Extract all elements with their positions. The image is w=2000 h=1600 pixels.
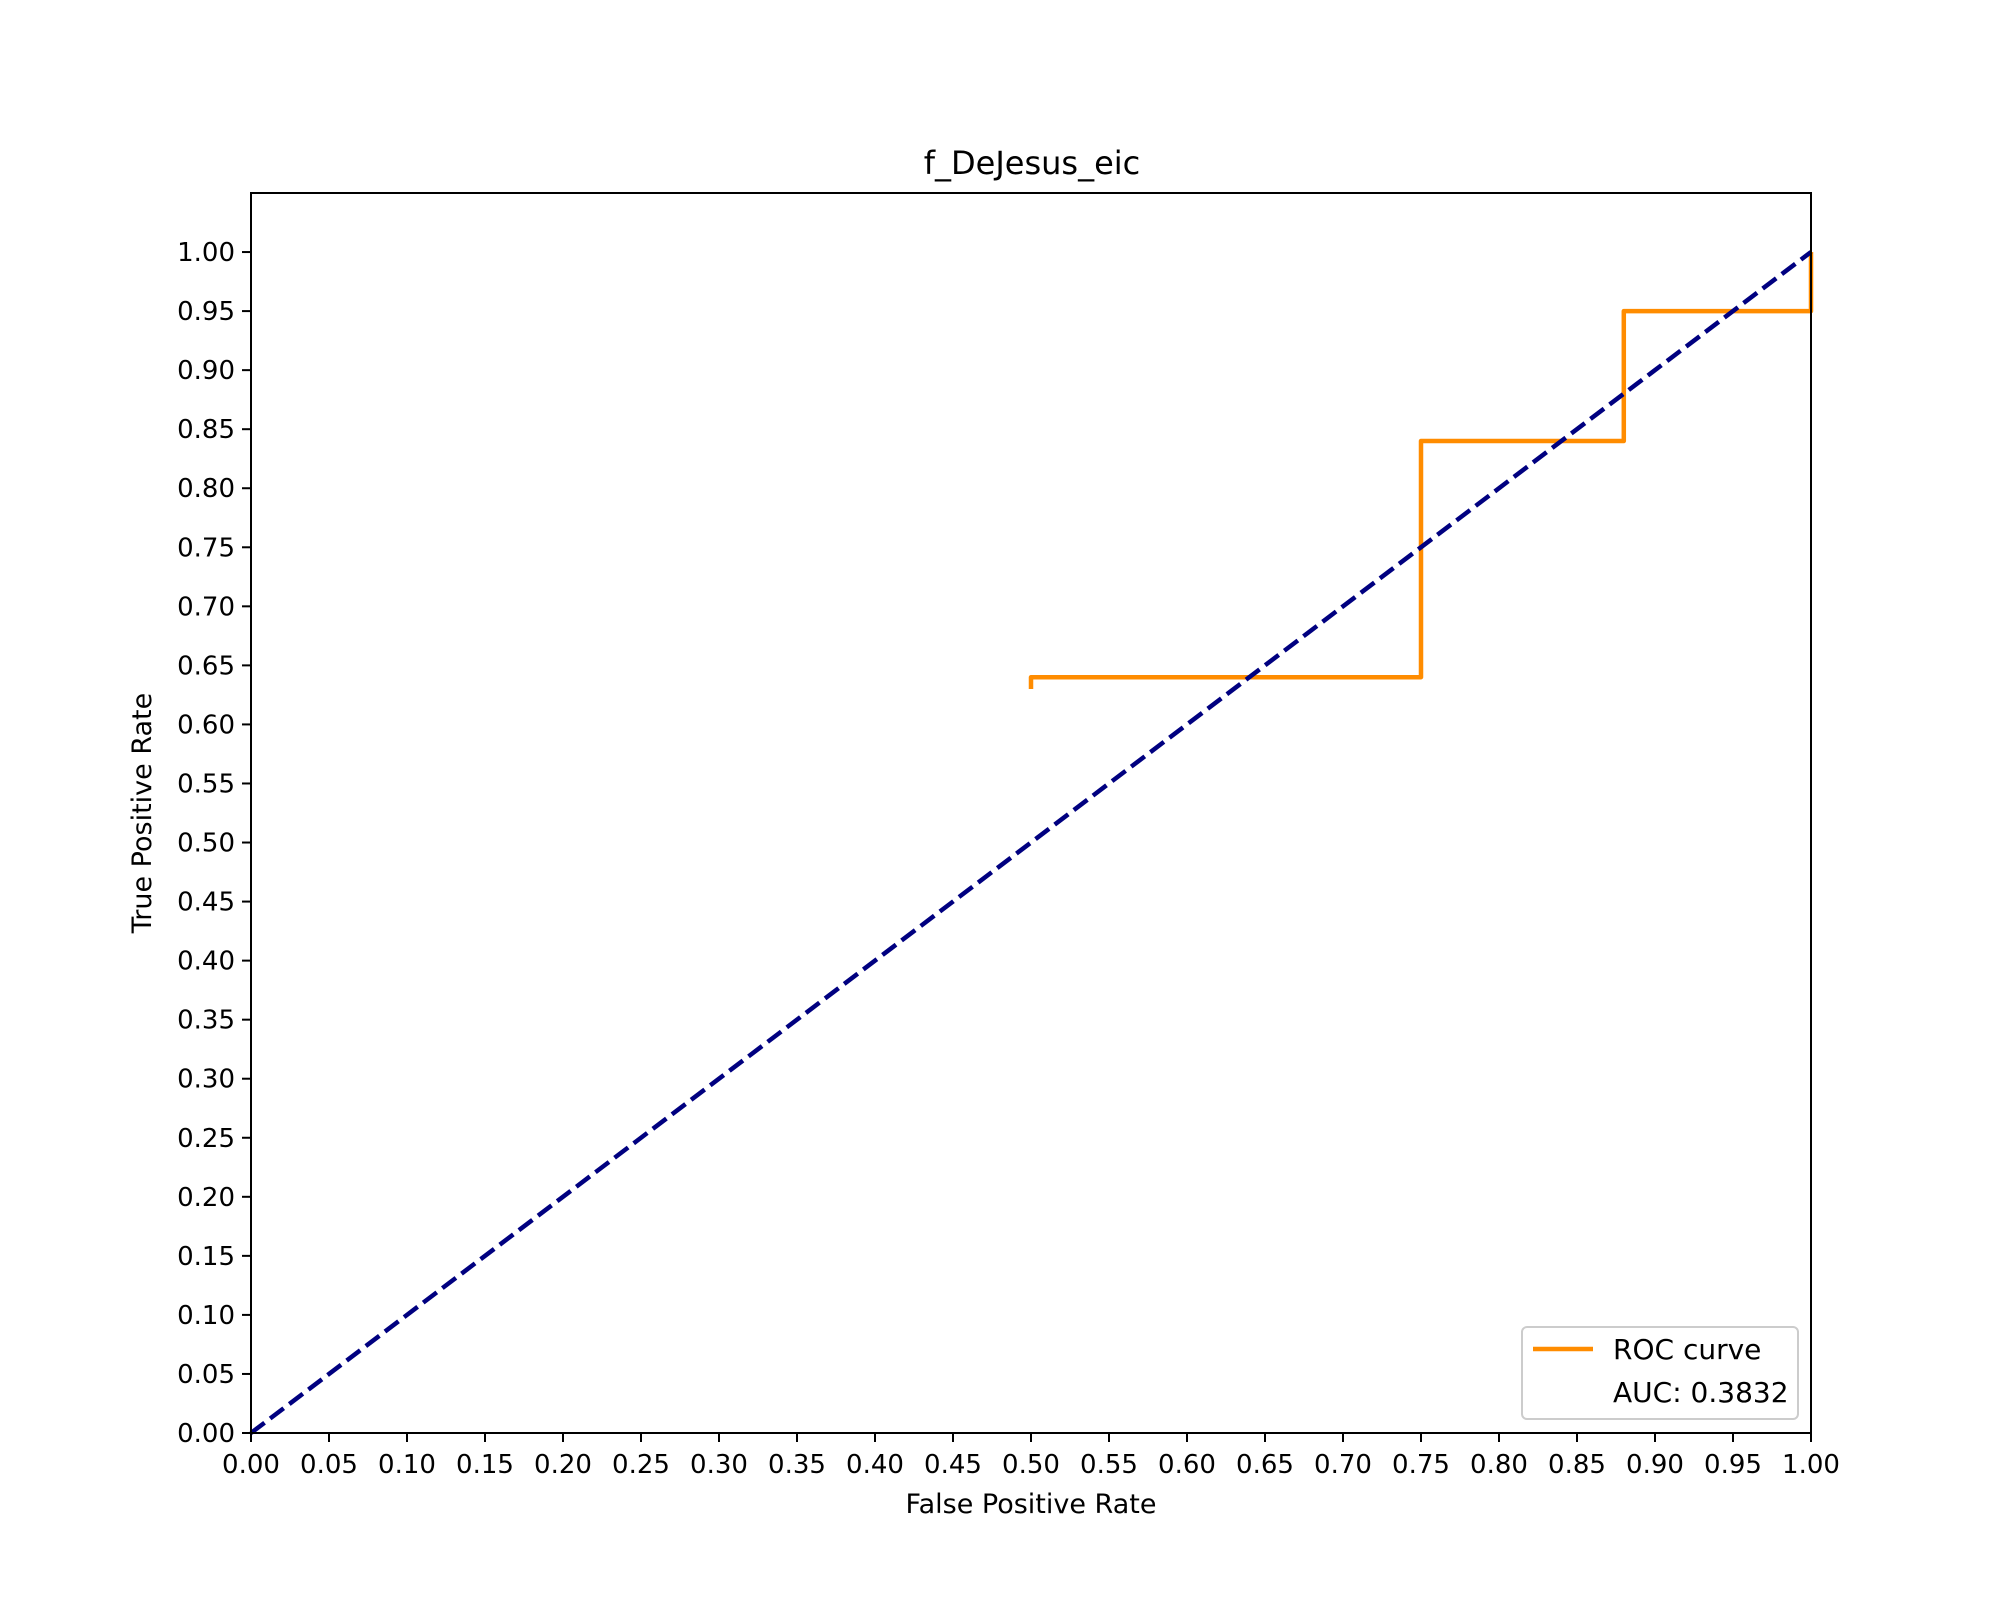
y-tick-label: 0.90	[177, 356, 235, 386]
y-tick-label: 0.85	[177, 415, 235, 445]
y-tick-label: 0.55	[177, 769, 235, 799]
x-tick-label: 0.00	[222, 1450, 280, 1480]
chart-title: f_DeJesus_eic	[924, 144, 1141, 182]
y-tick-label: 0.50	[177, 829, 235, 859]
y-axis-label: True Positive Rate	[127, 693, 158, 935]
x-tick-label: 0.75	[1392, 1450, 1450, 1480]
x-tick-label: 0.90	[1626, 1450, 1684, 1480]
x-tick-label: 0.05	[300, 1450, 358, 1480]
chance-diagonal-line	[249, 250, 1813, 1435]
y-tick-label: 0.10	[177, 1301, 235, 1331]
x-tick-label: 0.50	[1002, 1450, 1060, 1480]
x-tick-label: 0.45	[924, 1450, 982, 1480]
y-tick-label: 0.60	[177, 710, 235, 740]
x-tick-label: 0.40	[846, 1450, 904, 1480]
y-tick-label: 0.25	[177, 1124, 235, 1154]
y-tick-label: 0.65	[177, 651, 235, 681]
y-tick-label: 0.30	[177, 1065, 235, 1095]
x-tick-label: 0.80	[1470, 1450, 1528, 1480]
y-tick-label: 0.70	[177, 592, 235, 622]
y-tick-label: 0.00	[177, 1419, 235, 1449]
plot-lines	[249, 250, 1814, 1435]
x-tick-label: 0.70	[1314, 1450, 1372, 1480]
legend-roc-label: ROC curve	[1613, 1333, 1761, 1366]
y-tick-label: 0.45	[177, 888, 235, 918]
y-axis-ticks: 0.00 0.05 0.10 0.15 0.20 0.25 0.30 0.35 0.40 0.45…	[177, 238, 251, 1449]
y-tick-label: 0.05	[177, 1360, 235, 1390]
y-tick-label: 0.80	[177, 474, 235, 504]
y-tick-label: 1.00	[177, 238, 235, 268]
y-tick-label: 0.95	[177, 297, 235, 327]
x-tick-label: 0.85	[1548, 1450, 1606, 1480]
x-tick-label: 0.65	[1236, 1450, 1294, 1480]
x-axis-label: False Positive Rate	[906, 1489, 1157, 1520]
y-tick-label: 0.20	[177, 1183, 235, 1213]
x-tick-label: 0.10	[378, 1450, 436, 1480]
x-tick-label: 0.55	[1080, 1450, 1138, 1480]
y-tick-label: 0.75	[177, 533, 235, 563]
x-tick-label: 0.25	[612, 1450, 670, 1480]
x-tick-label: 0.20	[534, 1450, 592, 1480]
x-tick-label: 0.30	[690, 1450, 748, 1480]
legend: ROC curve AUC: 0.3832	[1521, 1326, 1799, 1420]
x-axis-ticks: 0.00 0.05 0.10 0.15 0.20 0.25 0.30 0.35 0.40 0.45…	[222, 1433, 1840, 1480]
x-tick-label: 0.60	[1158, 1450, 1216, 1480]
y-tick-label: 0.40	[177, 947, 235, 977]
y-tick-label: 0.35	[177, 1006, 235, 1036]
x-tick-label: 0.95	[1704, 1450, 1762, 1480]
legend-auc-label: AUC: 0.3832	[1613, 1376, 1789, 1409]
x-tick-label: 1.00	[1782, 1450, 1840, 1480]
x-tick-label: 0.35	[768, 1450, 826, 1480]
x-tick-label: 0.15	[456, 1450, 514, 1480]
y-tick-label: 0.15	[177, 1242, 235, 1272]
roc-curve-line	[1028, 252, 1814, 689]
